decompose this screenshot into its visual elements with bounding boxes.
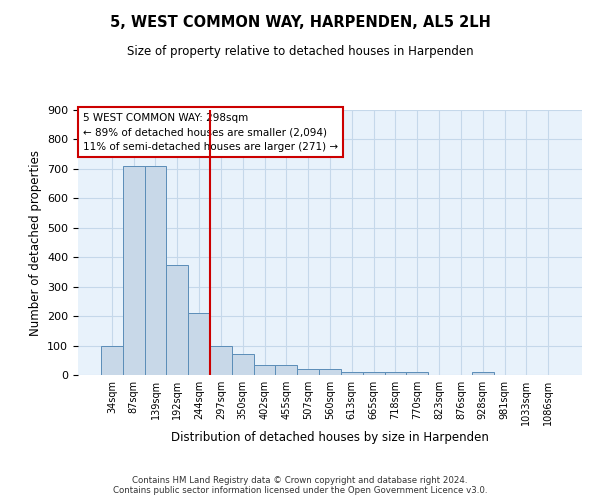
Bar <box>319 368 341 375</box>
Bar <box>385 372 406 375</box>
Bar <box>406 372 428 375</box>
Bar <box>232 354 254 375</box>
Text: Size of property relative to detached houses in Harpenden: Size of property relative to detached ho… <box>127 45 473 58</box>
Bar <box>101 346 123 375</box>
Bar <box>123 166 145 375</box>
Bar <box>166 264 188 375</box>
Bar <box>145 166 166 375</box>
Y-axis label: Number of detached properties: Number of detached properties <box>29 150 41 336</box>
Bar <box>341 372 363 375</box>
Bar <box>363 372 385 375</box>
Bar <box>297 368 319 375</box>
Text: Contains HM Land Registry data © Crown copyright and database right 2024.
Contai: Contains HM Land Registry data © Crown c… <box>113 476 487 495</box>
Text: 5 WEST COMMON WAY: 298sqm
← 89% of detached houses are smaller (2,094)
11% of se: 5 WEST COMMON WAY: 298sqm ← 89% of detac… <box>83 112 338 152</box>
Bar <box>472 372 494 375</box>
Bar <box>275 364 297 375</box>
Bar <box>188 313 210 375</box>
Text: 5, WEST COMMON WAY, HARPENDEN, AL5 2LH: 5, WEST COMMON WAY, HARPENDEN, AL5 2LH <box>110 15 490 30</box>
Bar <box>254 364 275 375</box>
Bar <box>210 346 232 375</box>
X-axis label: Distribution of detached houses by size in Harpenden: Distribution of detached houses by size … <box>171 430 489 444</box>
